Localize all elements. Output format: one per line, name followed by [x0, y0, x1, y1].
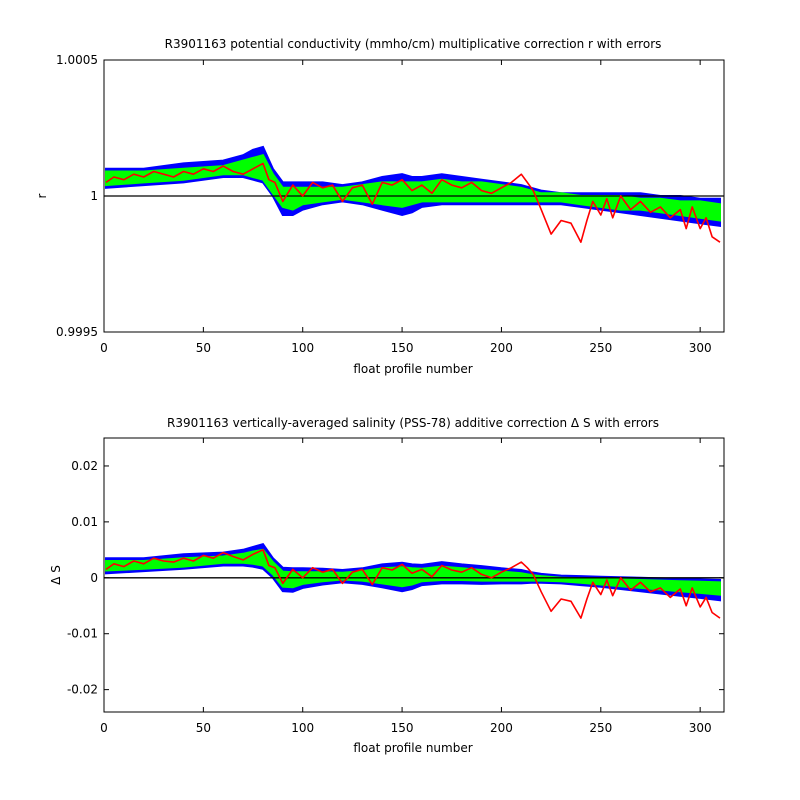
y-axis-ticks: 0.9995 1 1.0005: [56, 53, 724, 339]
plot-area: [104, 145, 724, 243]
x-tick-label: 0: [100, 721, 108, 735]
x-tick-label: 50: [196, 341, 211, 355]
panel-salinity-correction: R3901163 vertically-averaged salinity (P…: [49, 416, 725, 755]
y-tick-label: 0.02: [71, 459, 98, 473]
y-tick-label: 1: [90, 189, 98, 203]
x-tick-label: 200: [490, 341, 513, 355]
y-axis-ticks: -0.02 -0.01 0 0.01 0.02: [67, 459, 724, 697]
y-axis-label: Δ S: [49, 565, 63, 585]
x-tick-label: 300: [689, 341, 712, 355]
x-tick-label: 50: [196, 721, 211, 735]
x-tick-label: 100: [291, 341, 314, 355]
x-tick-label: 200: [490, 721, 513, 735]
fit-band: [105, 154, 721, 222]
x-axis-label: float profile number: [353, 362, 472, 376]
chart-title: R3901163 potential conductivity (mmho/cm…: [165, 37, 662, 51]
panel-conductivity-correction: R3901163 potential conductivity (mmho/cm…: [35, 37, 725, 376]
x-axis-label: float profile number: [353, 741, 472, 755]
x-tick-label: 250: [589, 721, 612, 735]
y-tick-label: 0: [90, 571, 98, 585]
x-tick-label: 100: [291, 721, 314, 735]
y-tick-label: 0.01: [71, 515, 98, 529]
x-tick-label: 250: [589, 341, 612, 355]
plot-area: [104, 543, 724, 619]
x-tick-label: 150: [391, 341, 414, 355]
x-tick-label: 300: [689, 721, 712, 735]
chart-title: R3901163 vertically-averaged salinity (P…: [167, 416, 659, 430]
y-tick-label: -0.02: [67, 683, 98, 697]
y-tick-label: -0.01: [67, 627, 98, 641]
x-axis-ticks: 0 50 100 150 200 250 300: [100, 60, 712, 355]
y-tick-label: 0.9995: [56, 325, 98, 339]
y-axis-label: r: [35, 193, 49, 198]
correction-line: [105, 162, 721, 243]
x-tick-label: 0: [100, 341, 108, 355]
correction-line: [105, 548, 721, 619]
axes-frame: [103, 437, 725, 713]
y-tick-label: 1.0005: [56, 53, 98, 67]
x-tick-label: 150: [391, 721, 414, 735]
x-axis-ticks: 0 50 100 150 200 250 300: [100, 438, 712, 735]
